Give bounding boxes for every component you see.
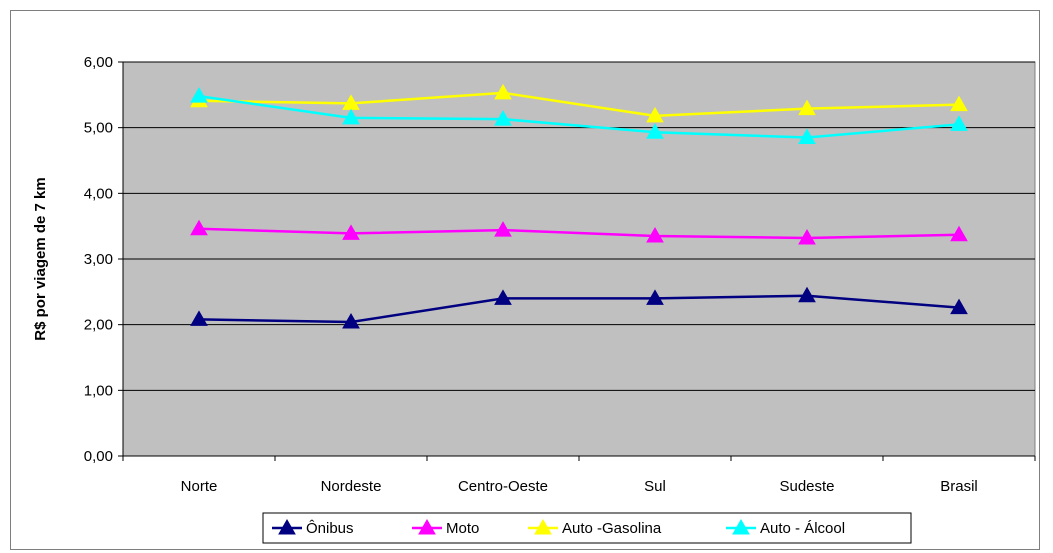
- x-tick-label: Brasil: [940, 478, 978, 495]
- series-line-group: [190, 87, 968, 145]
- data-point-marker: [798, 99, 816, 116]
- series-line: [198, 94, 960, 139]
- data-point-marker: [494, 289, 512, 305]
- y-tick-label: 1,00: [84, 382, 113, 399]
- data-point-marker: [950, 95, 968, 112]
- y-tick-label: 0,00: [84, 448, 113, 465]
- data-point-marker: [494, 221, 512, 237]
- legend-box: [262, 512, 912, 544]
- x-axis-ticks: Norte Nordeste Centro-Oeste Sul Sudeste Brasi…: [122, 456, 1036, 495]
- data-point-marker: [278, 518, 296, 535]
- series-line: [198, 91, 960, 118]
- y-axis-title: R$ por viagem de 7 km: [32, 177, 49, 340]
- series-line-group: [190, 83, 968, 123]
- data-point-marker: [950, 115, 968, 131]
- data-point-marker: [342, 313, 360, 329]
- series-line: [198, 294, 960, 324]
- data-point-marker: [732, 518, 750, 535]
- data-point-marker: [950, 225, 968, 242]
- data-point-marker: [646, 123, 664, 139]
- data-point-marker: [190, 310, 208, 326]
- data-point-marker: [494, 110, 512, 126]
- y-tick-label: 5,00: [84, 120, 113, 137]
- y-tick-label: 2,00: [84, 317, 113, 334]
- data-point-marker: [646, 289, 664, 305]
- data-point-marker: [798, 128, 816, 145]
- data-point-marker: [418, 518, 436, 535]
- series-line-group: [190, 286, 968, 329]
- data-point-marker: [646, 106, 664, 123]
- legend-label: Moto: [446, 520, 479, 537]
- legend-label: Ônibus: [306, 520, 354, 537]
- x-tick-label: Sudeste: [779, 478, 834, 495]
- data-point-marker: [190, 219, 208, 236]
- legend: Ônibus Moto Auto -Gasolina Auto - Álcool: [262, 512, 912, 544]
- y-tick-label: 3,00: [84, 251, 113, 268]
- y-axis-ticks: 0,00 1,00 2,00 3,00 4,00 5,00 6,00: [84, 54, 123, 465]
- legend-label: Auto - Álcool: [760, 520, 845, 537]
- data-point-marker: [798, 286, 816, 303]
- series-group: [190, 83, 968, 329]
- x-tick-label: Sul: [644, 478, 666, 495]
- y-tick-label: 6,00: [84, 54, 113, 71]
- data-point-marker: [534, 518, 552, 535]
- x-tick-label: Nordeste: [321, 478, 382, 495]
- series-line: [198, 227, 960, 240]
- y-tick-label: 4,00: [84, 185, 113, 202]
- data-point-marker: [190, 87, 208, 103]
- x-tick-label: Centro-Oeste: [458, 478, 548, 495]
- data-point-marker: [798, 228, 816, 245]
- series-line-group: [190, 219, 968, 245]
- data-point-marker: [646, 227, 664, 243]
- legend-label: Auto -Gasolina: [562, 520, 662, 537]
- data-point-marker: [494, 83, 512, 100]
- data-point-marker: [950, 298, 968, 315]
- data-point-marker: [342, 108, 360, 125]
- data-point-marker: [342, 224, 360, 240]
- x-tick-label: Norte: [181, 478, 218, 495]
